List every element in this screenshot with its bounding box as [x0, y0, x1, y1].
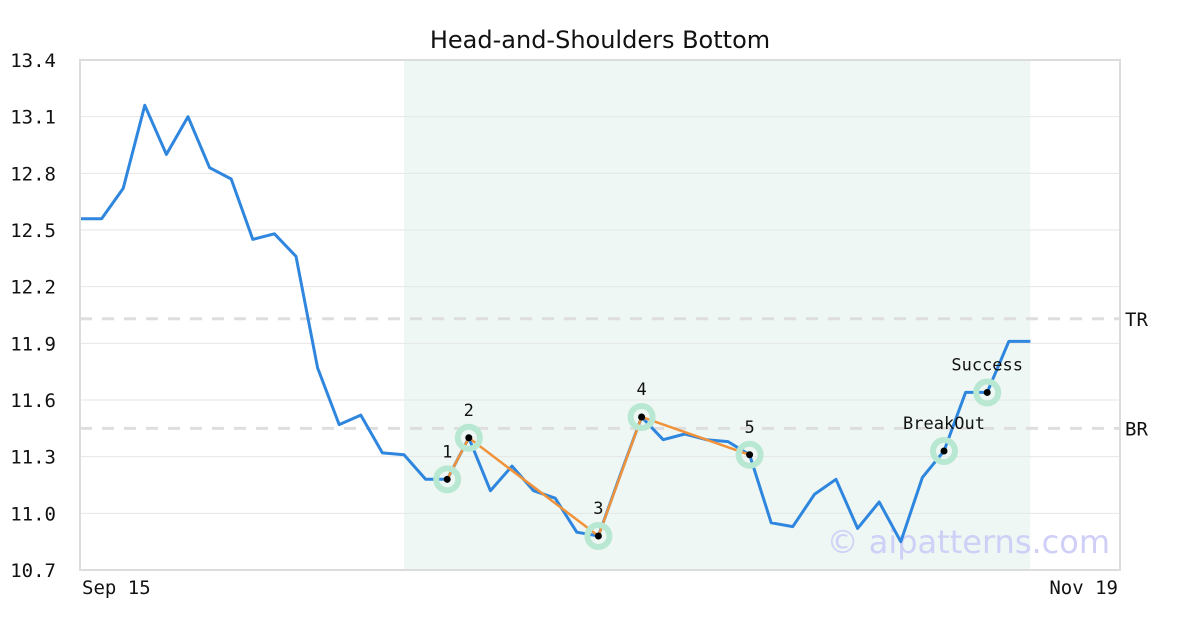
reference-line-label: BR	[1125, 418, 1148, 440]
chart-title: Head-and-Shoulders Bottom	[430, 26, 770, 54]
pattern-point-halo	[930, 437, 958, 465]
price-line	[80, 103, 1031, 544]
pattern-point-label: 2	[464, 401, 474, 421]
pattern-point-halo	[433, 465, 462, 494]
y-tick-label: 11.6	[10, 390, 56, 412]
pattern-point-label: Success	[951, 355, 1023, 375]
pattern-point	[594, 532, 602, 540]
y-tick-label: 12.5	[10, 220, 56, 242]
pattern-point	[638, 413, 646, 421]
pattern-point-label: 1	[442, 442, 452, 462]
reference-lines-layer: TR BR	[80, 309, 1148, 440]
pattern-region-layer	[404, 60, 1031, 570]
y-tick-label: 12.2	[10, 277, 56, 299]
axis-layer: 10.7 11.0 11.3 11.6 11.9 12.2 12.5 12.8 13.1 13.4…	[10, 50, 1118, 599]
pattern-point-halo	[454, 423, 483, 452]
pattern-point	[465, 434, 473, 442]
watermark: © aipatterns.com	[827, 523, 1110, 561]
series-layer	[80, 103, 1031, 544]
pattern-point-halo	[584, 522, 613, 550]
y-tick-label: 13.4	[10, 50, 56, 72]
x-tick-label: Nov 19	[1049, 577, 1118, 599]
x-tick-label: Sep 15	[82, 577, 151, 599]
pattern-point-halo	[627, 403, 656, 431]
y-tick-label: 11.9	[10, 333, 56, 355]
pattern-point-label: 4	[636, 380, 646, 400]
pattern-region	[404, 60, 1031, 570]
pattern-point	[746, 451, 754, 459]
plot-frame	[79, 59, 1121, 571]
pattern-point-label: 3	[593, 499, 603, 519]
pattern-point-label: BreakOut	[903, 414, 985, 434]
y-tick-label: 10.7	[10, 560, 56, 582]
reference-line-label: TR	[1125, 309, 1148, 331]
pattern-layer: 1 2 3 4 5 BreakOut Success	[433, 355, 1023, 550]
y-tick-label: 12.8	[10, 163, 56, 185]
pattern-point	[443, 475, 451, 483]
pattern-point	[983, 388, 991, 396]
y-tick-label: 11.3	[10, 447, 56, 469]
pattern-point-label: 5	[744, 418, 754, 438]
y-tick-label: 11.0	[10, 503, 56, 525]
pattern-point-halo	[735, 440, 764, 469]
pattern-point-halo	[973, 378, 1002, 407]
pattern-point	[940, 447, 948, 455]
y-tick-label: 13.1	[10, 107, 56, 129]
